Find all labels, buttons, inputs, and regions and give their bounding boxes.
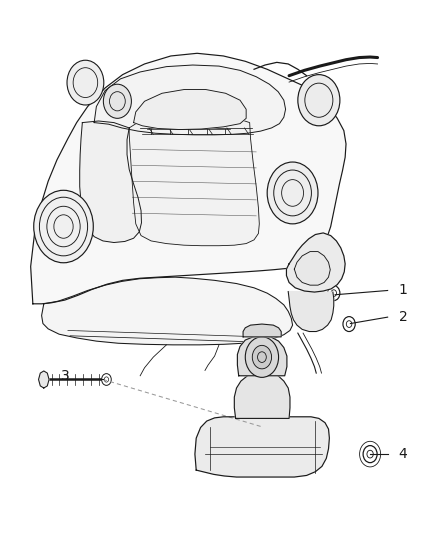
Circle shape — [67, 60, 104, 105]
Polygon shape — [294, 252, 330, 285]
Circle shape — [298, 75, 340, 126]
Polygon shape — [80, 121, 141, 243]
Polygon shape — [237, 336, 287, 376]
Text: 1: 1 — [399, 284, 407, 297]
Polygon shape — [39, 371, 49, 388]
Polygon shape — [31, 53, 346, 304]
Polygon shape — [94, 65, 286, 135]
Polygon shape — [288, 292, 334, 332]
Text: 2: 2 — [399, 310, 407, 324]
Polygon shape — [129, 115, 259, 246]
Polygon shape — [195, 417, 329, 477]
Text: 4: 4 — [399, 447, 407, 461]
Circle shape — [103, 84, 131, 118]
Circle shape — [245, 337, 279, 377]
Circle shape — [252, 345, 272, 369]
Text: 3: 3 — [61, 369, 70, 383]
Polygon shape — [286, 233, 345, 292]
Polygon shape — [134, 90, 246, 130]
Circle shape — [267, 162, 318, 224]
Polygon shape — [243, 324, 281, 337]
Polygon shape — [234, 372, 290, 418]
Polygon shape — [42, 277, 293, 345]
Circle shape — [34, 190, 93, 263]
